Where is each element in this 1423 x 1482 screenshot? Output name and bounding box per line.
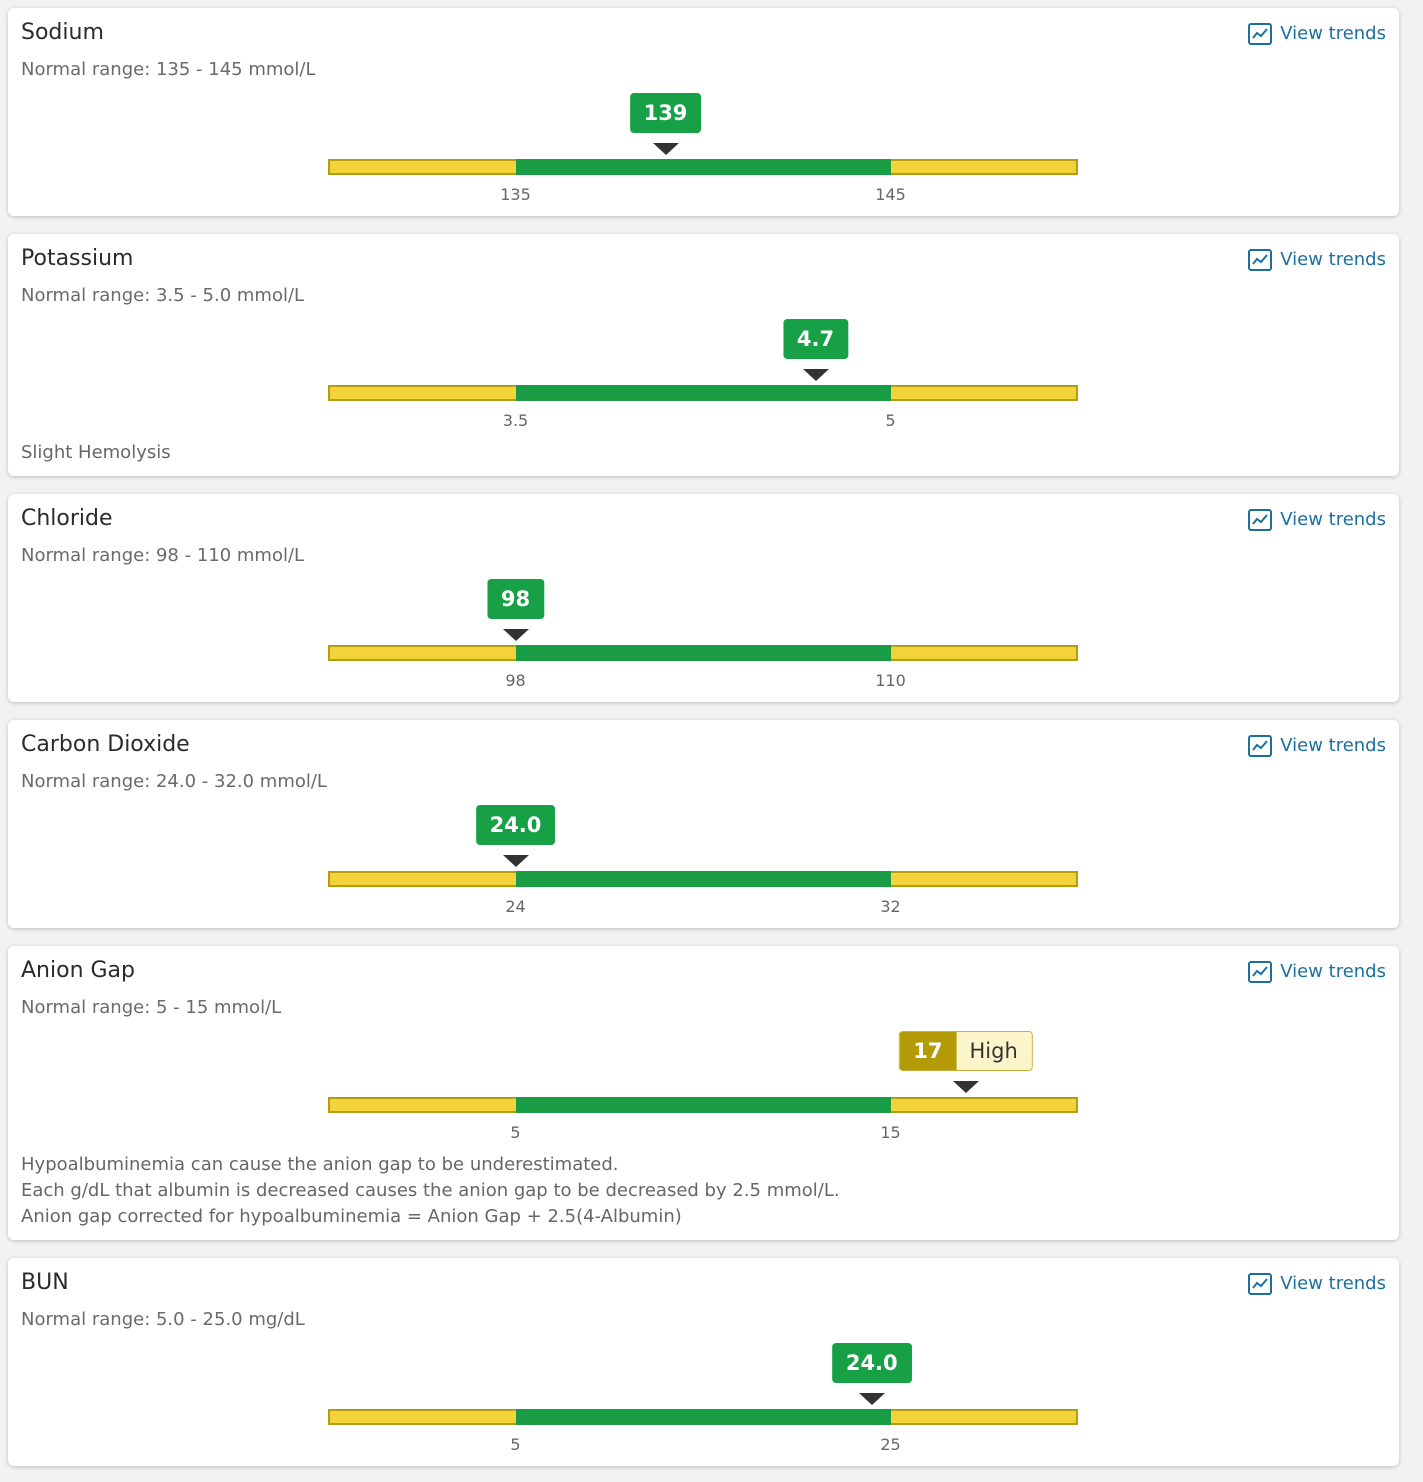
result-card: Sodium Normal range: 135 - 145 mmol/L View…: [8, 8, 1399, 216]
value-badge: 139: [629, 93, 702, 133]
trends-icon: [1248, 1273, 1273, 1295]
result-value: 4.7: [782, 319, 849, 359]
range-bar: [328, 645, 1078, 661]
view-trends-text[interactable]: View trends: [1280, 961, 1386, 982]
view-trends-link[interactable]: View trends: [1248, 960, 1386, 984]
result-value: 98: [486, 579, 545, 619]
view-trends-text[interactable]: View trends: [1280, 1273, 1386, 1294]
test-name: Sodium: [21, 20, 104, 45]
range-gauge: 135 145 139: [21, 82, 1386, 206]
trends-icon: [1248, 509, 1273, 531]
note-line: Anion gap corrected for hypoalbuminemia …: [21, 1206, 682, 1227]
note-line: Slight Hemolysis: [21, 442, 171, 463]
result-value: 24.0: [475, 805, 556, 845]
view-trends-link[interactable]: View trends: [1248, 734, 1386, 758]
test-name: Chloride: [21, 506, 113, 531]
result-card: BUN Normal range: 5.0 - 25.0 mg/dL View tr…: [8, 1258, 1399, 1466]
trends-icon: [1248, 249, 1273, 271]
value-marker: [952, 1081, 979, 1093]
range-tick-label: 25: [880, 1435, 901, 1454]
result-value: 24.0: [831, 1343, 912, 1383]
note-line: Each g/dL that albumin is decreased caus…: [21, 1180, 840, 1201]
normal-segment: [515, 1409, 891, 1425]
range-gauge: 98 110 98: [21, 568, 1386, 692]
value-badge: 24.0: [831, 1343, 912, 1383]
view-trends-text[interactable]: View trends: [1280, 735, 1386, 756]
trends-icon: [1248, 735, 1273, 757]
range-bar: [328, 159, 1078, 175]
view-trends-text[interactable]: View trends: [1280, 509, 1386, 530]
value-marker: [858, 1393, 885, 1405]
view-trends-text[interactable]: View trends: [1280, 249, 1386, 270]
trends-icon: [1248, 23, 1273, 45]
result-notes: Slight Hemolysis: [21, 440, 1386, 466]
view-trends-link[interactable]: View trends: [1248, 22, 1386, 46]
value-marker: [502, 629, 529, 641]
range-tick-label: 5: [885, 411, 896, 430]
range-tick-label: 135: [500, 185, 531, 204]
range-tick-label: 3.5: [502, 411, 529, 430]
range-tick-label: 15: [880, 1123, 901, 1142]
view-trends-text[interactable]: View trends: [1280, 23, 1386, 44]
normal-segment: [515, 1097, 891, 1113]
view-trends-link[interactable]: View trends: [1248, 508, 1386, 532]
range-bar: [328, 1409, 1078, 1425]
normal-range: Normal range: 5.0 - 25.0 mg/dL: [21, 1309, 305, 1330]
range-gauge: 24 32 24.0: [21, 794, 1386, 918]
range-tick-label: 5: [510, 1435, 521, 1454]
result-card: Chloride Normal range: 98 - 110 mmol/L Vie…: [8, 494, 1399, 702]
test-name: Anion Gap: [21, 958, 135, 983]
value-badge: 98: [486, 579, 545, 619]
range-gauge: 3.5 5 4.7: [21, 308, 1386, 432]
result-card: Anion Gap Normal range: 5 - 15 mmol/L View…: [8, 946, 1399, 1240]
normal-segment: [515, 871, 891, 887]
normal-segment: [515, 645, 891, 661]
result-notes: Hypoalbuminemia can cause the anion gap …: [21, 1152, 1386, 1230]
view-trends-link[interactable]: View trends: [1248, 248, 1386, 272]
normal-segment: [515, 385, 891, 401]
value-marker: [802, 369, 829, 381]
value-badge: 24.0: [475, 805, 556, 845]
range-bar: [328, 1097, 1078, 1113]
result-card: Potassium Normal range: 3.5 - 5.0 mmol/L V…: [8, 234, 1399, 476]
normal-range: Normal range: 98 - 110 mmol/L: [21, 545, 305, 566]
value-badge: 17 High: [898, 1031, 1033, 1071]
value-badge: 4.7: [782, 319, 849, 359]
range-tick-label: 24: [505, 897, 526, 916]
trends-icon: [1248, 961, 1273, 983]
test-name: BUN: [21, 1270, 69, 1295]
range-tick-label: 5: [510, 1123, 521, 1142]
range-bar: [328, 871, 1078, 887]
value-marker: [502, 855, 529, 867]
result-value: 139: [629, 93, 702, 133]
test-name: Potassium: [21, 246, 134, 271]
test-name: Carbon Dioxide: [21, 732, 190, 757]
normal-range: Normal range: 24.0 - 32.0 mmol/L: [21, 771, 327, 792]
note-line: Hypoalbuminemia can cause the anion gap …: [21, 1154, 619, 1175]
value-marker: [652, 143, 679, 155]
normal-range: Normal range: 3.5 - 5.0 mmol/L: [21, 285, 305, 306]
normal-segment: [515, 159, 891, 175]
range-tick-label: 145: [875, 185, 906, 204]
normal-range: Normal range: 5 - 15 mmol/L: [21, 997, 282, 1018]
view-trends-link[interactable]: View trends: [1248, 1272, 1386, 1296]
range-gauge: 5 25 24.0: [21, 1332, 1386, 1456]
range-tick-label: 32: [880, 897, 901, 916]
range-tick-label: 110: [875, 671, 906, 690]
range-bar: [328, 385, 1078, 401]
result-flag: High: [956, 1032, 1032, 1070]
range-gauge: 5 15 17 High: [21, 1020, 1386, 1144]
normal-range: Normal range: 135 - 145 mmol/L: [21, 59, 316, 80]
result-value: 17: [899, 1032, 957, 1070]
result-card: Carbon Dioxide Normal range: 24.0 - 32.0 …: [8, 720, 1399, 928]
range-tick-label: 98: [505, 671, 526, 690]
